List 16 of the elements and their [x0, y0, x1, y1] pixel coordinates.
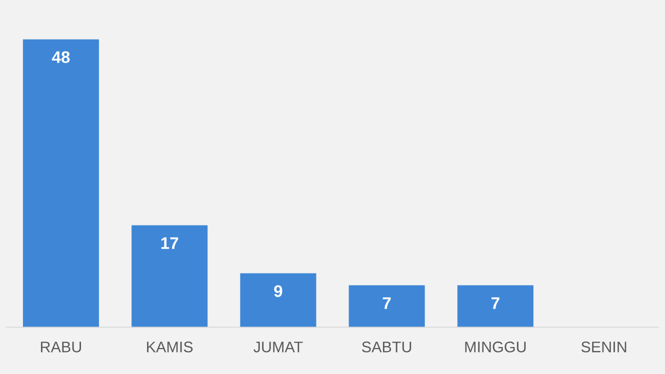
bar — [132, 225, 208, 328]
bar — [348, 285, 425, 328]
data-label: 7 — [382, 297, 391, 309]
x-tick-label: JUMAT — [254, 342, 303, 352]
data-label: 48 — [52, 51, 70, 64]
data-label: 9 — [274, 285, 282, 298]
data-label: 7 — [492, 297, 500, 309]
x-tick-label: KAMIS — [147, 342, 193, 352]
bar — [240, 273, 316, 328]
bar — [22, 39, 99, 328]
data-label: 17 — [161, 237, 178, 249]
x-tick-label: SENIN — [581, 342, 626, 352]
x-tick-label: RABU — [40, 342, 81, 352]
x-tick-label: MINGGU — [465, 342, 526, 352]
x-tick-label: SABTU — [362, 342, 412, 352]
bar — [457, 285, 534, 328]
